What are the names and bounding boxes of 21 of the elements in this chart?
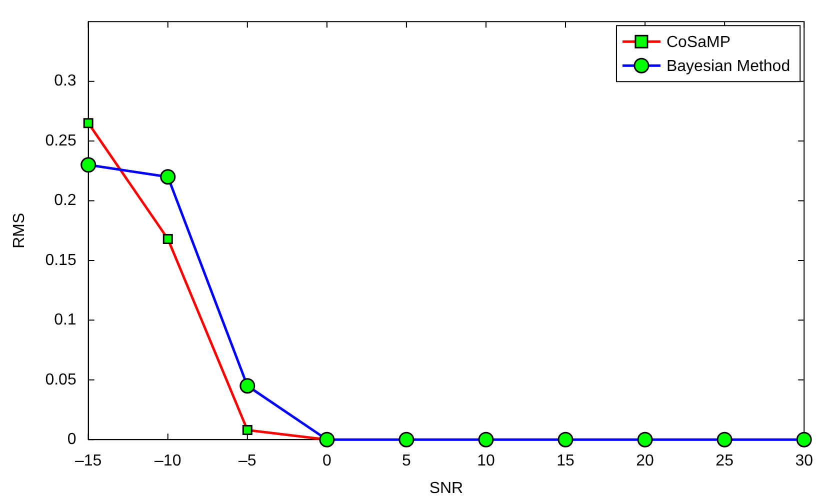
y-tick-label: 0.3 (54, 72, 76, 90)
y-tick-label: 0.25 (45, 132, 76, 150)
legend-label: Bayesian Method (666, 58, 790, 76)
x-tick-label: 0 (322, 452, 332, 470)
x-tick-label: –15 (74, 452, 102, 470)
x-tick-label: 25 (716, 452, 734, 470)
x-tick-label: 30 (795, 452, 814, 470)
x-tick-label: –10 (154, 452, 182, 470)
x-tick-label: 15 (556, 452, 575, 470)
y-tick-label: 0.1 (54, 312, 76, 329)
y-tick-label: 0.05 (45, 371, 76, 388)
x-tick-label: 20 (636, 452, 654, 470)
x-tick-label: 10 (477, 452, 495, 470)
y-tick-label: 0.2 (54, 192, 76, 210)
y-axis-title: RMS (11, 212, 28, 248)
x-tick-label: –5 (238, 452, 256, 470)
x-tick-label: 5 (402, 452, 412, 470)
x-axis-title: SNR (429, 480, 464, 497)
legend-label: CoSaMP (666, 34, 730, 52)
y-tick-label: 0.15 (45, 252, 76, 269)
y-tick-label: 0 (67, 431, 76, 448)
